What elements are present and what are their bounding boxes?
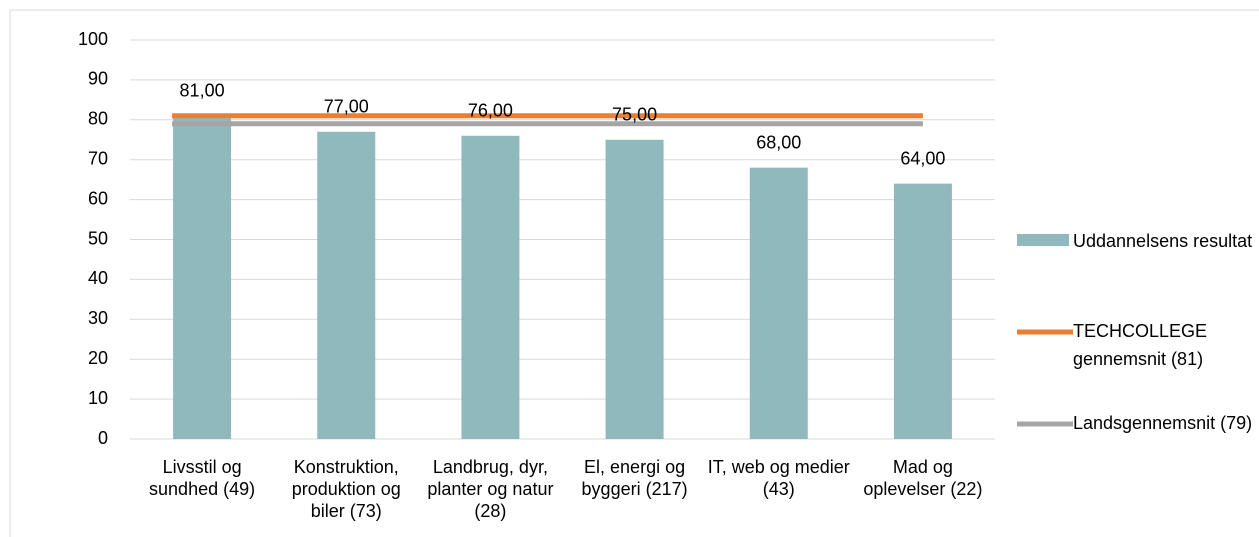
data-label: 75,00 [612, 105, 657, 125]
bar [461, 135, 520, 439]
x-tick-label: IT, web og medier (43) [707, 457, 850, 499]
x-tick-label: El, energi og byggeri (217) [581, 457, 688, 499]
data-label: 76,00 [468, 101, 513, 121]
x-tick-label: Landbrug, dyr, planter og natur (28) [427, 457, 554, 521]
y-tick-label: 10 [88, 388, 108, 408]
y-tick-label: 50 [88, 228, 108, 248]
bar [893, 183, 952, 439]
bar [173, 115, 232, 439]
y-tick-label: 100 [78, 29, 108, 49]
bar [749, 167, 808, 439]
legend-label: Uddannelsens resultat [1073, 231, 1253, 251]
x-tick-label: Livsstil og sundhed (49) [149, 457, 256, 499]
y-tick-label: 80 [88, 109, 108, 129]
bar [605, 139, 664, 439]
y-tick-label: 60 [88, 188, 108, 208]
y-tick-label: 20 [88, 348, 108, 368]
legend-label: Landsgennemsnit (79) [1073, 413, 1253, 433]
data-label: 64,00 [900, 148, 945, 168]
y-tick-label: 30 [88, 308, 108, 328]
y-tick-label: 70 [88, 148, 108, 168]
bar [317, 131, 376, 439]
y-tick-label: 40 [88, 268, 108, 288]
legend-label: TECHCOLLEGE gennemsnit (81) [1073, 321, 1208, 369]
y-tick-label: 0 [98, 428, 108, 448]
legend-swatch [1017, 234, 1069, 246]
x-tick-label: Konstruktion, produktion og biler (73) [291, 457, 401, 521]
data-label: 81,00 [180, 81, 225, 101]
data-label: 68,00 [756, 132, 801, 152]
data-label: 77,00 [324, 97, 369, 117]
chart-frame [9, 9, 1259, 537]
y-tick-label: 90 [88, 69, 108, 89]
x-tick-label: Mad og oplevelser (22) [863, 457, 983, 499]
